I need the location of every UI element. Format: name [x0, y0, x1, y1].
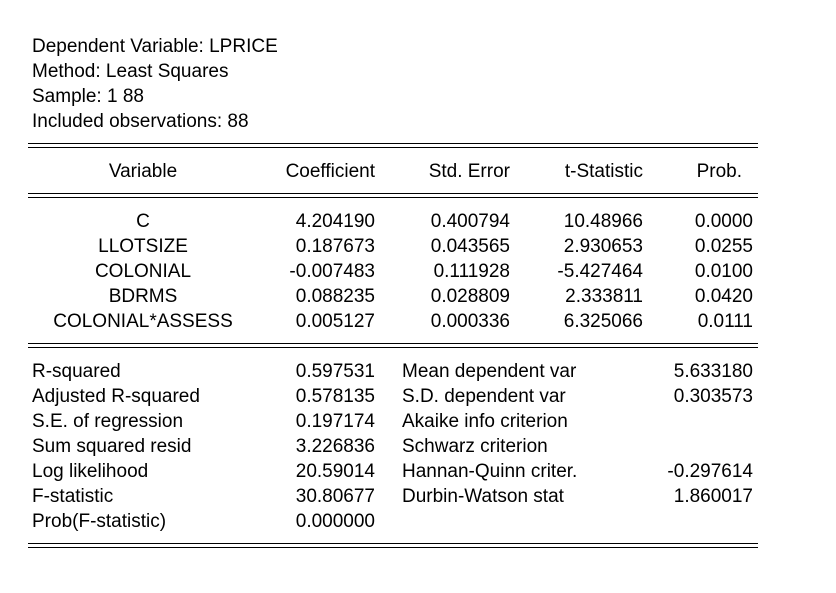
stat-value: 0.578135 — [295, 386, 375, 407]
stat-value: 0.197174 — [295, 411, 375, 432]
stat-label: S.E. of regression — [32, 411, 184, 432]
stat-label: Adjusted R-squared — [32, 386, 200, 407]
coefficient-value: 0.088235 — [295, 286, 375, 307]
stat-value-2: 0.303573 — [673, 386, 753, 407]
bottom-rule-1 — [28, 543, 758, 544]
col-header-t-statistic: t-Statistic — [564, 161, 643, 182]
middle-rule-1 — [28, 343, 758, 344]
coefficient-value: 0.005127 — [295, 311, 375, 332]
coefficient-value: -0.007483 — [289, 261, 375, 282]
stat-value: 0.000000 — [295, 511, 375, 532]
variable-name: LLOTSIZE — [98, 236, 188, 257]
stat-label: Prob(F-statistic) — [32, 511, 167, 532]
col-header-prob: Prob. — [696, 161, 742, 182]
t-statistic-value: 2.333811 — [565, 286, 643, 307]
t-statistic-value: 10.48966 — [563, 211, 643, 232]
stat-label: Sum squared resid — [32, 436, 192, 457]
sample-line: Sample: 1 88 — [32, 86, 144, 107]
observations-line: Included observations: 88 — [32, 111, 249, 132]
top-rule-1 — [28, 143, 758, 144]
stat-label: Log likelihood — [32, 461, 149, 482]
header-rule-1 — [28, 193, 758, 194]
stat-value-2: 5.633180 — [673, 361, 753, 382]
stat-value-2: 1.860017 — [673, 486, 753, 507]
dependent-variable-line: Dependent Variable: LPRICE — [32, 36, 278, 57]
std-error-value: 0.028809 — [430, 286, 510, 307]
stat-label-2: S.D. dependent var — [402, 386, 566, 407]
stat-label-2: Schwarz criterion — [402, 436, 548, 457]
variable-name: COLONIAL — [94, 261, 192, 282]
stat-value: 30.80677 — [295, 486, 375, 507]
stat-label-2: Akaike info criterion — [402, 411, 568, 432]
stat-value: 20.59014 — [295, 461, 375, 482]
std-error-value: 0.111928 — [433, 261, 510, 282]
std-error-value: 0.043565 — [430, 236, 510, 257]
coefficient-value: 0.187673 — [295, 236, 375, 257]
prob-value: 0.0100 — [694, 261, 753, 282]
variable-name: COLONIAL*ASSESS — [53, 311, 233, 332]
top-rule-2 — [28, 147, 758, 148]
std-error-value: 0.000336 — [430, 311, 510, 332]
col-header-coefficient: Coefficient — [285, 161, 375, 182]
prob-value: 0.0000 — [694, 211, 753, 232]
coefficient-value: 4.204190 — [295, 211, 375, 232]
stat-label-2: Hannan-Quinn criter. — [402, 461, 578, 482]
bottom-rule-2 — [28, 547, 758, 548]
stat-label-2: Mean dependent var — [402, 361, 577, 382]
prob-value: 0.0255 — [694, 236, 753, 257]
t-statistic-value: -5.427464 — [557, 261, 643, 282]
t-statistic-value: 2.930653 — [563, 236, 643, 257]
col-header-std-error: Std. Error — [428, 161, 510, 182]
variable-name: C — [136, 211, 150, 232]
std-error-value: 0.400794 — [430, 211, 510, 232]
stat-value: 3.226836 — [295, 436, 375, 457]
stat-label: R-squared — [32, 361, 121, 382]
stat-value: 0.597531 — [295, 361, 375, 382]
col-header-variable: Variable — [108, 161, 178, 182]
prob-value: 0.0420 — [694, 286, 753, 307]
stat-value-2: -0.297614 — [667, 461, 753, 482]
header-rule-2 — [28, 197, 758, 198]
stat-label-2: Durbin-Watson stat — [402, 486, 564, 507]
variable-name: BDRMS — [108, 286, 178, 307]
t-statistic-value: 6.325066 — [563, 311, 643, 332]
middle-rule-2 — [28, 347, 758, 348]
method-line: Method: Least Squares — [32, 61, 229, 82]
prob-value: 0.0111 — [697, 311, 753, 332]
stat-label: F-statistic — [32, 486, 114, 507]
